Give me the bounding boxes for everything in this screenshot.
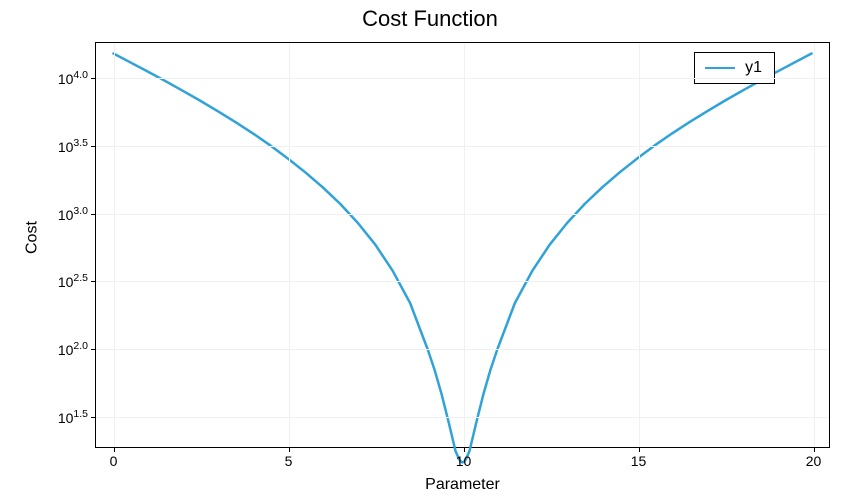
gridline-v — [814, 43, 815, 447]
legend-swatch-y1 — [705, 67, 735, 69]
chart-title: Cost Function — [0, 6, 860, 32]
plot-area: y1 05101520101.5102.0102.5103.0103.5104.… — [95, 42, 830, 448]
gridline-v — [639, 43, 640, 447]
legend-label-y1: y1 — [745, 59, 762, 77]
x-tick-label: 20 — [806, 447, 822, 469]
gridline-v — [289, 43, 290, 447]
gridline-h — [96, 417, 829, 418]
series-layer — [96, 43, 829, 447]
x-axis-label: Parameter — [425, 476, 500, 494]
y-tick-label: 104.0 — [58, 69, 96, 87]
y-tick-label: 103.5 — [58, 137, 96, 155]
x-tick-label: 15 — [631, 447, 647, 469]
gridline-h — [96, 281, 829, 282]
y-tick-label: 102.0 — [58, 340, 96, 358]
y-tick-label: 101.5 — [58, 408, 96, 426]
gridline-h — [96, 214, 829, 215]
x-tick-label: 5 — [285, 447, 293, 469]
x-tick-label: 10 — [456, 447, 472, 469]
cost-function-figure: Cost Function y1 05101520101.5102.0102.5… — [0, 0, 860, 502]
gridline-h — [96, 349, 829, 350]
gridline-h — [96, 78, 829, 79]
series-line-y1 — [113, 54, 811, 463]
gridline-v — [464, 43, 465, 447]
y-tick-label: 103.0 — [58, 205, 96, 223]
legend: y1 — [694, 52, 775, 84]
gridline-v — [114, 43, 115, 447]
gridline-h — [96, 146, 829, 147]
x-tick-label: 0 — [110, 447, 118, 469]
y-axis-label: Cost — [23, 221, 41, 254]
y-tick-label: 102.5 — [58, 272, 96, 290]
